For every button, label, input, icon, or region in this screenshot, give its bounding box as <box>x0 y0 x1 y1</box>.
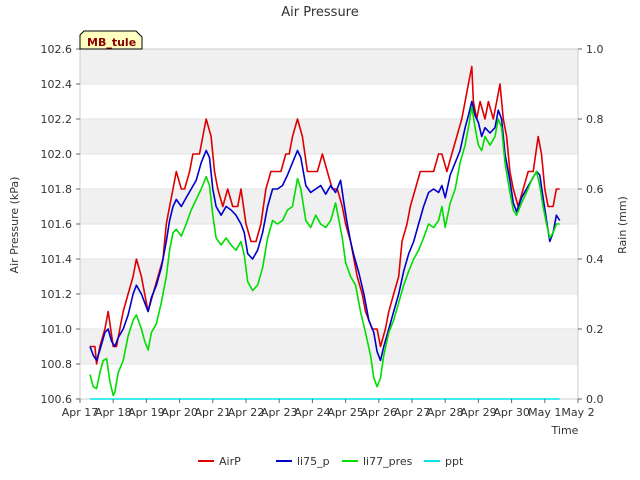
x-tick-label: Apr 29 <box>460 406 497 419</box>
legend: AirP li75_p li77_pres ppt <box>198 455 464 468</box>
y-tick-label: 100.6 <box>41 393 73 406</box>
y2-tick-label: 0.4 <box>586 253 604 266</box>
legend-label-AirP: AirP <box>219 455 241 468</box>
x-tick-label: Apr 26 <box>361 406 398 419</box>
y2-axis-label: Rain (mm) <box>616 196 629 254</box>
x-axis-label: Time <box>551 424 579 437</box>
station-badge: MB_tule <box>79 30 143 50</box>
x-tick-label: Apr 20 <box>161 406 198 419</box>
x-tick-label: May 1 <box>528 406 561 419</box>
x-tick-label: Apr 23 <box>261 406 298 419</box>
y2-tick-label: 0.2 <box>586 323 604 336</box>
x-tick-label: Apr 19 <box>128 406 165 419</box>
y-tick-label: 101.2 <box>41 288 73 301</box>
y-axis-label: Air Pressure (kPa) <box>8 177 21 274</box>
y-tick-label: 100.8 <box>41 358 73 371</box>
series-line-li75_p <box>89 100 561 362</box>
y-tick-label: 101.4 <box>41 253 73 266</box>
chart-title: Air Pressure <box>281 5 359 20</box>
y2-tick-label: 1.0 <box>586 43 604 56</box>
y-tick-label: 102.6 <box>41 43 73 56</box>
grid-band <box>80 189 578 224</box>
series-line-li77_pres <box>89 105 560 397</box>
x-tick-label: Apr 22 <box>228 406 265 419</box>
x-tick-label: Apr 28 <box>427 406 464 419</box>
x-tick-label: Apr 17 <box>62 406 99 419</box>
grid-band <box>80 329 578 364</box>
x-tick-label: Apr 24 <box>294 406 331 419</box>
y-tick-label: 102.0 <box>41 148 73 161</box>
y-tick-label: 101.0 <box>41 323 73 336</box>
legend-label-ppt: ppt <box>445 455 464 468</box>
y-tick-label: 101.8 <box>41 183 73 196</box>
x-tick-label: Apr 30 <box>493 406 530 419</box>
x-tick-label: Apr 21 <box>195 406 232 419</box>
x-tick-label: May 2 <box>561 406 594 419</box>
x-tick-label: Apr 25 <box>327 406 364 419</box>
y-tick-label: 102.2 <box>41 113 73 126</box>
station-label: MB_tule <box>87 36 136 49</box>
legend-label-li77_pres: li77_pres <box>363 455 413 468</box>
y2-axis-ticks: 0.0 0.2 0.4 0.6 0.8 1.0 <box>578 43 604 406</box>
y2-tick-label: 0.8 <box>586 113 604 126</box>
grid-band <box>80 259 578 294</box>
legend-label-li75_p: li75_p <box>297 455 330 468</box>
series-layer <box>89 65 561 400</box>
y-axis-ticks: 100.6 100.8 101.0 101.2 101.4 101.6 101.8 102.0… <box>41 43 80 406</box>
y-tick-label: 102.4 <box>41 78 73 91</box>
x-tick-label: Apr 27 <box>394 406 431 419</box>
y-tick-label: 101.6 <box>41 218 73 231</box>
y2-tick-label: 0.0 <box>586 393 604 406</box>
y2-tick-label: 0.6 <box>586 183 604 196</box>
grid-band <box>80 49 578 84</box>
series-line-AirP <box>90 65 560 365</box>
x-tick-label: Apr 18 <box>95 406 132 419</box>
